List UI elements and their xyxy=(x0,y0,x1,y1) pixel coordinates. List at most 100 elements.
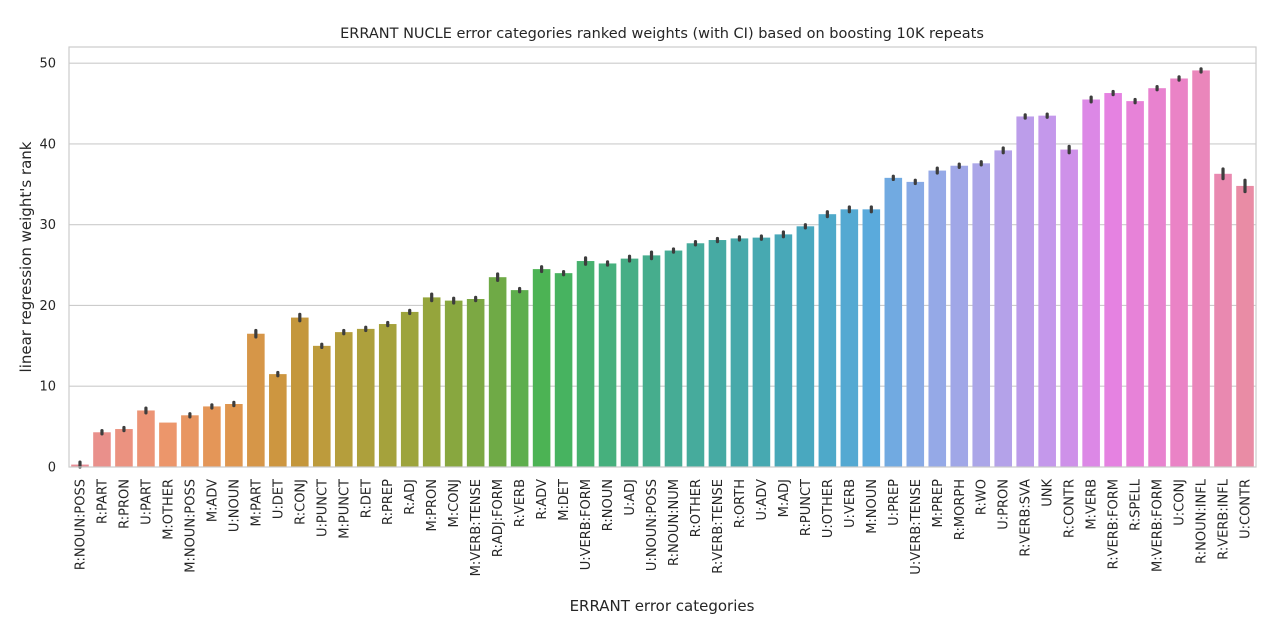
y-tick-label: 10 xyxy=(39,380,56,395)
x-tick-label: M:PUNCT xyxy=(337,479,352,539)
x-tick-label: M:VERB:TENSE xyxy=(469,479,484,576)
bar xyxy=(225,404,243,467)
x-tick-label: R:DET xyxy=(359,479,374,518)
plot-frame xyxy=(68,46,1257,468)
x-tick-label: M:ADV xyxy=(205,479,220,522)
bar xyxy=(181,415,199,467)
bar xyxy=(269,374,287,467)
x-tick-label: M:PREP xyxy=(931,479,946,528)
x-axis-ticks: R:NOUN:POSS R:PART R:PRON U:PART M:OTHER M:NO… xyxy=(73,478,1253,576)
y-tick-label: 20 xyxy=(39,299,56,314)
bar xyxy=(93,432,111,467)
bar xyxy=(137,410,155,467)
x-tick-label: M:ADJ xyxy=(777,479,792,517)
bar xyxy=(312,345,331,467)
x-tick-label: R:OTHER xyxy=(689,479,704,537)
bar xyxy=(950,165,969,467)
bar xyxy=(1082,99,1100,467)
bar xyxy=(115,429,133,467)
bar xyxy=(532,269,551,467)
x-tick-label: R:NOUN xyxy=(601,479,616,531)
x-tick-label: M:NOUN:POSS xyxy=(183,479,198,573)
bar xyxy=(884,177,903,467)
x-tick-label: M:CONJ xyxy=(447,479,462,527)
x-tick-label: R:VERB:SVA xyxy=(1019,479,1034,557)
x-tick-label: U:VERB:TENSE xyxy=(909,479,924,575)
x-tick-label: U:DET xyxy=(271,479,286,519)
x-tick-label: U:OTHER xyxy=(821,479,836,538)
bar xyxy=(1192,70,1210,467)
x-tick-label: R:ADJ:FORM xyxy=(491,479,506,557)
gridlines xyxy=(69,62,1256,387)
bar xyxy=(642,255,661,467)
x-tick-label: U:NOUN xyxy=(227,479,242,532)
bar xyxy=(203,406,221,467)
bar xyxy=(972,163,991,468)
bar xyxy=(444,300,463,467)
bar xyxy=(686,243,705,467)
y-axis-ticks: 0 10 20 30 40 50 xyxy=(39,57,56,476)
x-tick-label: R:VERB:INFL xyxy=(1217,478,1232,559)
x-tick-label: R:NOUN:INFL xyxy=(1195,478,1210,564)
x-tick-label: R:CONTR xyxy=(1063,479,1078,538)
bar xyxy=(576,261,595,467)
bar xyxy=(159,422,177,467)
x-tick-label: R:NOUN:NUM xyxy=(667,479,682,566)
x-tick-label: U:PART xyxy=(139,479,154,525)
bars xyxy=(71,70,1254,468)
x-tick-label: U:PREP xyxy=(887,479,902,526)
x-tick-label: M:NOUN xyxy=(865,479,880,534)
bar xyxy=(1148,88,1166,467)
bar xyxy=(334,332,353,467)
x-tick-label: R:SPELL xyxy=(1129,478,1144,531)
x-tick-label: R:WO xyxy=(975,479,990,515)
y-tick-label: 0 xyxy=(48,461,56,476)
x-tick-label: R:PART xyxy=(95,479,110,524)
x-tick-label: U:CONJ xyxy=(1173,479,1188,526)
x-axis-label: ERRANT error categories xyxy=(570,597,755,615)
bar xyxy=(1170,78,1188,467)
bar xyxy=(840,209,859,467)
x-tick-label: U:ADJ xyxy=(623,479,638,516)
x-tick-label: M:OTHER xyxy=(161,479,176,540)
x-tick-label: R:CONJ xyxy=(293,479,308,525)
bar xyxy=(466,299,485,467)
bar xyxy=(1236,185,1254,467)
bar xyxy=(774,234,793,467)
x-tick-label: U:ADV xyxy=(755,479,770,521)
bar xyxy=(818,214,837,467)
bar xyxy=(356,328,375,467)
bar xyxy=(598,263,617,467)
y-tick-label: 50 xyxy=(39,57,56,72)
bar xyxy=(994,150,1013,467)
x-tick-label: R:ADJ xyxy=(403,479,418,515)
x-tick-label: R:PREP xyxy=(381,479,396,525)
x-tick-label: R:NOUN:POSS xyxy=(73,479,88,570)
bar xyxy=(928,170,947,468)
x-tick-label: M:PART xyxy=(249,479,264,527)
bar xyxy=(247,333,265,467)
x-tick-label: R:ORTH xyxy=(733,479,748,528)
x-tick-label: M:VERB:FORM xyxy=(1151,479,1166,572)
bar xyxy=(664,250,683,467)
y-tick-label: 40 xyxy=(39,137,56,152)
bar xyxy=(1104,93,1122,468)
x-tick-label: R:VERB xyxy=(513,479,528,527)
bar xyxy=(554,273,573,467)
bar xyxy=(1126,101,1144,467)
bar xyxy=(730,238,749,467)
x-tick-label: R:VERB:FORM xyxy=(1107,479,1122,569)
bar xyxy=(422,297,441,467)
x-tick-label: U:PUNCT xyxy=(315,479,330,537)
bar xyxy=(1214,173,1232,468)
bar xyxy=(291,317,309,467)
bar xyxy=(378,324,397,467)
bar xyxy=(488,277,507,467)
x-tick-label: M:DET xyxy=(557,479,572,521)
bar xyxy=(1038,115,1056,468)
bar xyxy=(620,258,639,467)
x-tick-label: R:PUNCT xyxy=(799,479,814,536)
x-tick-label: M:PRON xyxy=(425,479,440,531)
x-tick-label: R:PRON xyxy=(117,479,132,529)
